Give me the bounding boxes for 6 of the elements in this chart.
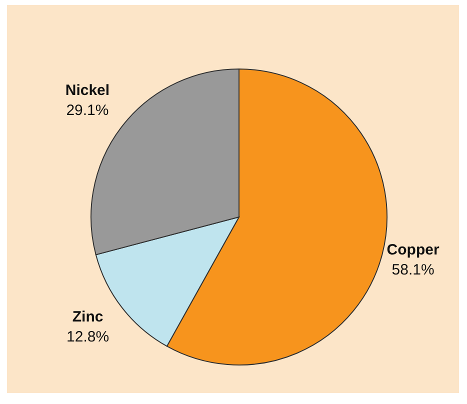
slice-label: Nickel [65,82,110,100]
data-label: 29.1% [66,102,109,120]
data-label: 58.1% [392,262,434,279]
slice-label: Copper [386,242,440,259]
slice-label: Zinc [72,308,104,326]
data-label: 12.8% [66,328,110,346]
